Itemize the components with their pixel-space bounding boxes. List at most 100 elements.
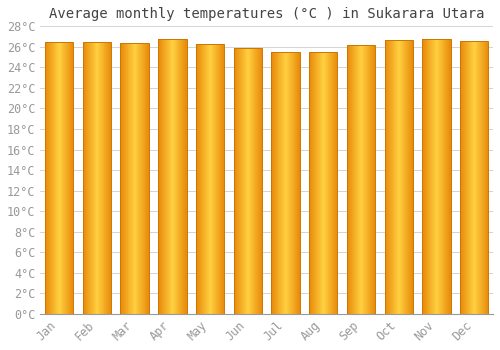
Bar (196, 44, 197, 314)
Bar (141, 43, 142, 314)
Bar (477, 41, 478, 314)
Bar (401, 40, 402, 314)
Bar (467, 41, 468, 314)
Bar (58, 42, 59, 314)
Bar (465, 41, 466, 314)
Bar (367, 45, 368, 314)
Bar (358, 45, 359, 314)
Bar (313, 52, 314, 314)
Bar (316, 52, 317, 314)
Bar (185, 38, 186, 314)
Bar (471, 41, 472, 314)
Bar (136, 43, 137, 314)
Bar (326, 52, 327, 314)
Bar (202, 44, 203, 314)
Bar (272, 52, 273, 314)
Title: Average monthly temperatures (°C ) in Sukarara Utara: Average monthly temperatures (°C ) in Su… (49, 7, 484, 21)
Bar (243, 48, 244, 314)
Bar (387, 40, 388, 314)
Bar (298, 52, 299, 314)
Bar (411, 40, 412, 314)
Bar (481, 41, 482, 314)
Bar (408, 40, 409, 314)
Bar (487, 41, 488, 314)
Bar (128, 43, 129, 314)
Bar (67, 42, 68, 314)
Bar (129, 43, 130, 314)
Bar (309, 52, 310, 314)
Bar (284, 52, 285, 314)
Bar (251, 48, 252, 314)
Bar (288, 52, 289, 314)
Bar (399, 40, 400, 314)
Bar (213, 44, 214, 314)
Bar (97, 42, 98, 314)
Bar (406, 40, 407, 314)
Bar (162, 38, 163, 314)
Bar (330, 52, 331, 314)
Bar (145, 43, 146, 314)
Bar (147, 43, 148, 314)
Bar (363, 45, 364, 314)
Bar (274, 52, 275, 314)
Bar (350, 45, 351, 314)
Bar (89, 42, 90, 314)
Bar (208, 44, 209, 314)
Bar (221, 44, 222, 314)
Bar (220, 44, 221, 314)
Bar (161, 38, 162, 314)
Bar (199, 44, 200, 314)
Bar (398, 40, 399, 314)
Bar (48, 42, 49, 314)
Bar (428, 38, 429, 314)
Bar (261, 48, 262, 314)
Bar (422, 38, 423, 314)
Bar (390, 40, 391, 314)
Bar (196, 44, 224, 314)
Bar (287, 52, 288, 314)
Bar (127, 43, 128, 314)
Bar (126, 43, 127, 314)
Bar (237, 48, 238, 314)
Bar (240, 48, 242, 314)
Bar (461, 41, 462, 314)
Bar (294, 52, 295, 314)
Bar (257, 48, 258, 314)
Bar (234, 48, 262, 314)
Bar (184, 38, 185, 314)
Bar (348, 45, 349, 314)
Bar (289, 52, 290, 314)
Bar (234, 48, 235, 314)
Bar (54, 42, 55, 314)
Bar (484, 41, 485, 314)
Bar (311, 52, 312, 314)
Bar (286, 52, 287, 314)
Bar (143, 43, 144, 314)
Bar (206, 44, 207, 314)
Bar (354, 45, 355, 314)
Bar (138, 43, 139, 314)
Bar (324, 52, 325, 314)
Bar (159, 38, 160, 314)
Bar (433, 38, 434, 314)
Bar (321, 52, 322, 314)
Bar (296, 52, 297, 314)
Bar (107, 42, 108, 314)
Bar (410, 40, 411, 314)
Bar (176, 38, 177, 314)
Bar (88, 42, 89, 314)
Bar (179, 38, 180, 314)
Bar (290, 52, 291, 314)
Bar (83, 42, 111, 314)
Bar (96, 42, 97, 314)
Bar (295, 52, 296, 314)
Bar (216, 44, 217, 314)
Bar (52, 42, 53, 314)
Bar (317, 52, 318, 314)
Bar (260, 48, 261, 314)
Bar (347, 45, 348, 314)
Bar (444, 38, 445, 314)
Bar (246, 48, 247, 314)
Bar (248, 48, 249, 314)
Bar (435, 38, 436, 314)
